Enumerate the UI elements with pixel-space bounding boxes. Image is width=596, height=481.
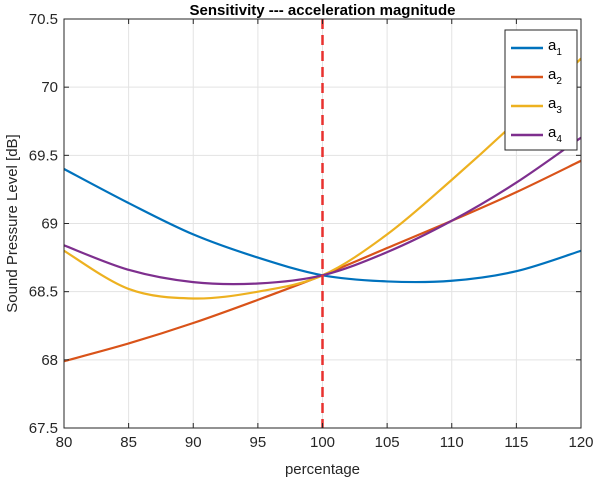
y-tick-label: 69.5 bbox=[29, 147, 58, 164]
y-tick-label: 68 bbox=[41, 352, 58, 369]
x-tick-label: 115 bbox=[504, 434, 528, 451]
legend-label: a bbox=[548, 95, 557, 112]
x-tick-label: 90 bbox=[185, 434, 202, 451]
x-tick-label: 95 bbox=[250, 434, 267, 451]
legend-entry-a4: a4 bbox=[548, 124, 562, 145]
x-tick-label: 80 bbox=[56, 434, 73, 451]
legend-entry-a2: a2 bbox=[548, 66, 562, 87]
legend-label: a bbox=[548, 124, 557, 141]
x-tick-label: 105 bbox=[375, 434, 400, 451]
legend-label: a bbox=[548, 66, 557, 83]
axis-ticks: 80 85 90 95 100 105 110 115 120 67.5 68 68.5 69 69.5 7… bbox=[29, 11, 594, 451]
legend-label: a bbox=[548, 37, 557, 54]
legend-box bbox=[504, 29, 578, 151]
y-tick-label: 67.5 bbox=[29, 420, 58, 437]
legend-entry-a1: a1 bbox=[548, 37, 562, 58]
y-tick-label: 69 bbox=[41, 216, 58, 233]
legend-subscript: 2 bbox=[556, 76, 562, 87]
x-axis-label: percentage bbox=[285, 461, 360, 478]
x-tick-label: 100 bbox=[310, 434, 335, 451]
x-tick-label: 110 bbox=[440, 434, 464, 451]
legend-subscript: 4 bbox=[556, 134, 562, 145]
legend-subscript: 3 bbox=[556, 105, 562, 116]
grid-lines bbox=[63, 18, 582, 429]
x-tick-label: 85 bbox=[120, 434, 137, 451]
legend-entry-a3: a3 bbox=[548, 95, 562, 116]
y-tick-label: 70 bbox=[41, 79, 58, 96]
x-tick-label: 120 bbox=[568, 434, 593, 451]
legend-subscript: 1 bbox=[556, 47, 562, 58]
y-tick-label: 70.5 bbox=[29, 11, 58, 28]
chart-title: Sensitivity --- acceleration magnitude bbox=[190, 2, 456, 19]
y-axis-label: Sound Pressure Level [dB] bbox=[4, 134, 21, 312]
y-tick-label: 68.5 bbox=[29, 284, 58, 301]
